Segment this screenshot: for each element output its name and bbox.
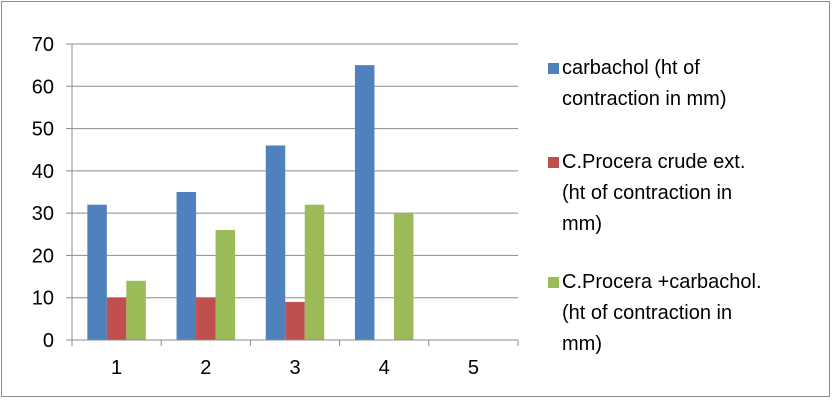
bar-series1-cat3 [265, 145, 286, 340]
legend-label-line: (ht of contraction in [562, 182, 732, 204]
bar-series2-cat2 [196, 297, 216, 340]
y-tick-labels: 0 10 20 30 40 50 60 70 [32, 34, 54, 352]
y-tick-label: 60 [32, 76, 54, 98]
bar-series1-cat4 [354, 65, 375, 341]
legend-swatch [548, 157, 559, 168]
bars [87, 65, 414, 341]
legend-label-line: mm) [562, 213, 602, 235]
legend-swatch [548, 277, 559, 288]
x-tick-label: 1 [111, 357, 122, 379]
gridlines [72, 43, 518, 299]
x-tick-labels: 1 2 3 4 5 [111, 357, 479, 379]
bar-series3-cat3 [304, 204, 325, 340]
y-tick-label: 0 [43, 330, 54, 352]
y-tick-label: 10 [32, 288, 54, 310]
y-tick-label: 50 [32, 119, 54, 141]
y-tick-label: 40 [32, 161, 54, 183]
bar-series3-cat2 [215, 230, 236, 340]
legend-label-line: (ht of contraction in [562, 302, 732, 324]
bar-series2-cat1 [106, 297, 127, 340]
axes [66, 43, 519, 346]
legend-label-line: C.Procera +carbachol. [562, 271, 762, 293]
legend: carbachol (ht of contraction in mm) C.Proc… [548, 57, 762, 355]
y-tick-label: 20 [32, 245, 54, 267]
y-tick-label: 30 [32, 203, 54, 225]
bar-series1-cat2 [176, 192, 197, 340]
x-tick-label: 2 [200, 357, 211, 379]
y-tick-label: 70 [32, 34, 54, 56]
bar-series3-cat1 [126, 280, 146, 340]
legend-swatch [548, 63, 559, 74]
x-tick-label: 5 [468, 357, 479, 379]
x-tick-label: 4 [379, 357, 390, 379]
legend-label-line: C.Procera crude ext. [562, 151, 745, 173]
x-tick-label: 3 [289, 357, 300, 379]
legend-label-line: carbachol (ht of [562, 57, 700, 79]
legend-item-2: C.Procera crude ext. (ht of contraction i… [548, 151, 745, 235]
legend-item-3: C.Procera +carbachol. (ht of contraction … [548, 271, 762, 355]
bar-series1-cat1 [87, 204, 107, 340]
legend-item-1: carbachol (ht of contraction in mm) [548, 57, 727, 110]
bar-series2-cat3 [285, 301, 305, 340]
legend-label-line: contraction in mm) [562, 88, 727, 110]
bar-series3-cat4 [393, 213, 414, 340]
legend-label-line: mm) [562, 333, 602, 355]
